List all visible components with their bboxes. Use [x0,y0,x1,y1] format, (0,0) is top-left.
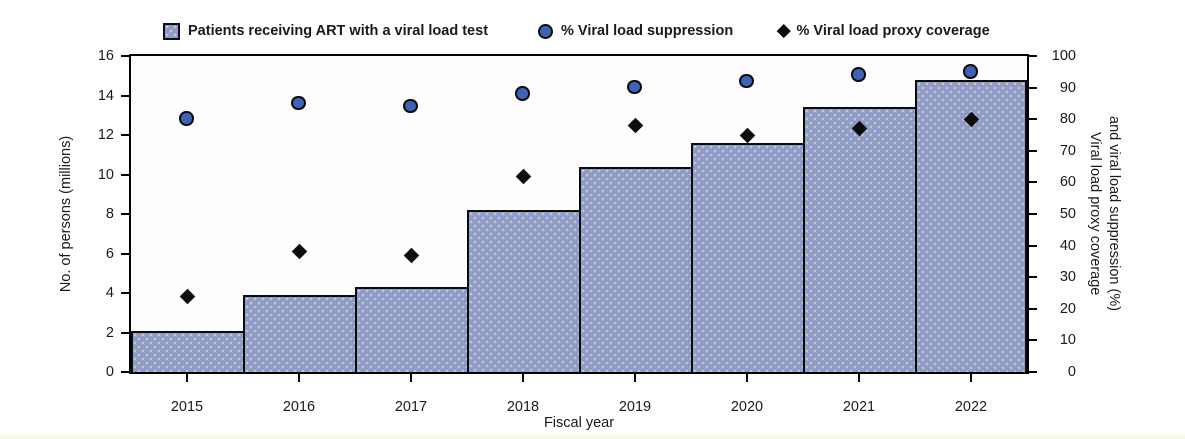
legend-label-art-patients: Patients receiving ART with a viral load… [188,23,489,39]
left-axis-tick-0 [121,371,129,373]
left-axis-tick-8 [121,213,129,215]
right-axis-label-100: 100 [1051,48,1076,64]
suppression-marker-2019 [627,79,642,95]
x-axis-tick-2015 [186,374,188,382]
x-axis-label-2015: 2015 [170,399,204,415]
x-axis-label-2017: 2017 [394,399,428,415]
bar-2021 [803,107,915,372]
suppression-marker-2018 [515,86,530,101]
legend-label-proxy-coverage: % Viral load proxy coverage [796,23,990,39]
right-axis-tick-100 [1029,55,1037,57]
legend-item-art-patients: Patients receiving ART with a viral load… [163,20,488,42]
bar-2015 [131,331,243,372]
right-axis-label-50: 50 [1059,206,1076,222]
left-axis-label-14: 14 [97,87,114,104]
suppression-marker-2015 [179,111,194,126]
right-axis-tick-90 [1029,86,1037,89]
x-axis-tick-2022 [970,374,972,382]
x-axis-tick-2021 [858,374,860,382]
x-axis-tick-2017 [410,374,412,382]
left-axis-label-16: 16 [97,48,114,64]
left-axis-label-10: 10 [97,166,114,183]
x-axis-label-2016: 2016 [282,399,316,415]
x-axis-title: Fiscal year [543,415,615,431]
circle-series-swatch-icon [538,23,553,39]
left-axis-tick-4 [121,292,129,294]
bar-2018 [467,210,579,372]
legend-item-suppression: % Viral load suppression [538,20,733,42]
right-axis-label-70: 70 [1059,142,1076,159]
suppression-marker-2016 [291,95,306,111]
x-axis-label-2022: 2022 [954,399,988,415]
right-axis-title-line2: and viral load suppression (%) [1106,116,1122,312]
right-axis-label-0: 0 [1067,364,1076,380]
diamond-series-swatch-icon [777,24,791,38]
right-axis-tick-10 [1029,339,1037,342]
right-axis-label-40: 40 [1059,237,1076,254]
x-axis-label-2019: 2019 [618,399,652,415]
right-axis-label-80: 80 [1059,111,1076,128]
suppression-marker-2017 [403,98,418,114]
x-axis-tick-2020 [746,374,748,382]
bar-2019 [579,167,691,372]
left-axis-tick-2 [121,331,129,334]
x-axis-tick-2019 [634,374,636,382]
left-axis-label-2: 2 [105,324,114,341]
x-axis-label-2020: 2020 [730,399,764,415]
left-axis-label-0: 0 [105,364,114,380]
suppression-marker-2021 [851,67,866,82]
right-axis-tick-70 [1029,149,1037,152]
left-axis-tick-14 [121,94,129,97]
x-axis-tick-2018 [522,374,524,382]
right-axis-title: Viral load proxy coverage and viral load… [1085,56,1133,372]
left-axis-label-8: 8 [105,206,114,222]
right-axis-title-line1: Viral load proxy coverage [1087,132,1103,296]
x-axis-label-2021: 2021 [842,399,876,415]
right-axis-tick-50 [1029,213,1037,215]
bar-series-swatch-icon [163,22,180,40]
right-axis-tick-40 [1029,244,1037,247]
right-axis-tick-20 [1029,307,1037,310]
right-axis-label-60: 60 [1059,174,1076,191]
left-axis-label-6: 6 [105,245,114,262]
bar-2020 [691,143,803,372]
left-axis-tick-10 [121,173,129,176]
right-axis-tick-60 [1029,181,1037,184]
left-axis-label-4: 4 [105,285,114,301]
right-axis-tick-30 [1029,276,1037,279]
left-axis-label-12: 12 [97,127,114,143]
suppression-marker-2020 [739,73,754,89]
bar-2016 [243,295,355,372]
legend-item-proxy-coverage: % Viral load proxy coverage [777,20,990,42]
x-axis-label-2018: 2018 [506,399,540,415]
bottom-accent-strip [0,434,1185,439]
bar-2017 [355,287,467,372]
right-axis-tick-80 [1029,118,1037,121]
right-axis-label-30: 30 [1059,269,1076,286]
x-axis-tick-2016 [298,374,300,382]
left-axis-tick-12 [121,134,129,136]
left-axis-tick-16 [121,55,129,57]
right-axis-label-10: 10 [1059,332,1076,349]
legend-label-suppression: % Viral load suppression [561,23,734,39]
right-axis-label-20: 20 [1059,300,1076,317]
left-axis-tick-6 [121,252,129,255]
right-axis-label-90: 90 [1059,79,1076,96]
right-axis-tick-0 [1029,371,1037,373]
bar-2022 [915,80,1027,372]
suppression-marker-2022 [963,64,978,79]
